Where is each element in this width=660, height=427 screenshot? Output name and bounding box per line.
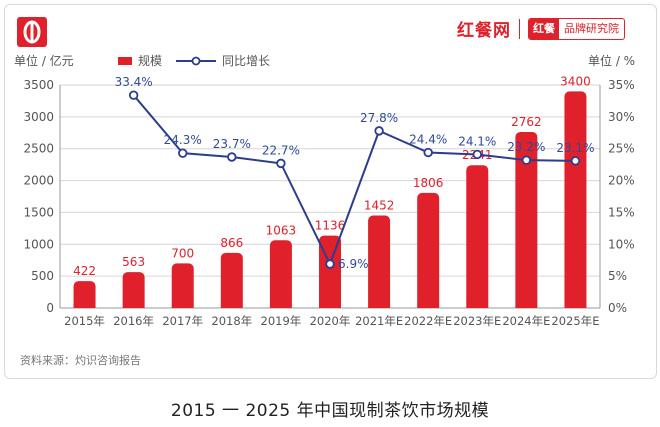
x-tick-label: 2020年 [310,314,351,328]
y2-tick-label: 25% [608,142,635,156]
brand-badge: 红餐 品牌研究院 [528,17,625,40]
growth-value-label: 23.2% [507,140,545,154]
bar-base [417,303,440,308]
y-tick-label: 3500 [23,78,54,92]
growth-value-label: 24.4% [409,133,447,147]
y-axis-right-label: 单位 / % [588,54,636,68]
x-tick-label: 2019年 [261,314,302,328]
y-tick-label: 0 [46,301,54,315]
bar-value-label: 866 [220,236,243,250]
bar [73,281,96,308]
growth-value-label: 24.1% [458,134,496,148]
bar-base [466,303,489,308]
growth-point [570,156,581,166]
bar-base [171,303,194,308]
x-tick-label: 2017年 [162,314,203,328]
y2-tick-label: 35% [608,78,635,92]
brand-header: 红餐网 红餐 品牌研究院 [457,16,625,41]
y2-tick-label: 0% [608,301,627,315]
bar-value-label: 563 [122,255,145,269]
bar-base [122,303,145,308]
source-note: 资料来源：灼识咨询报告 [20,354,141,367]
bar-base [515,303,538,308]
bar-base [73,303,96,308]
bar [417,192,440,308]
logo-icon [17,17,47,47]
growth-point [325,259,335,269]
bar-value-label: 3400 [560,74,591,88]
x-tick-label: 2023年E [453,314,501,328]
chart-legend: 规模 同比增长 [118,52,270,69]
bar [171,263,194,308]
x-tick-label: 2016年 [113,314,154,328]
legend-bar-label: 规模 [138,54,163,68]
bar [368,215,391,308]
bar-base [220,303,243,308]
bar-value-label: 2762 [511,115,542,129]
growth-value-label: 22.7% [262,143,300,157]
brand-badge-left: 红餐 [529,18,559,39]
brand-badge-right: 品牌研究院 [564,21,619,35]
legend-bar-swatch [118,56,132,65]
x-tick-label: 2022年E [404,314,452,328]
bar-base [368,303,391,308]
bar [515,132,538,308]
growth-value-label: 33.4% [115,75,153,89]
chart-card [4,4,657,379]
bar-value-label: 422 [73,264,96,278]
growth-point [423,147,433,158]
bar-base [319,303,341,308]
y-tick-label: 2000 [23,174,54,188]
x-tick-label: 2021年E [355,314,403,328]
growth-point [472,149,482,160]
bar-value-label: 1136 [315,219,346,233]
y2-tick-label: 5% [608,269,627,283]
legend-item-line: 同比增长 [176,52,270,69]
y-tick-label: 3000 [23,110,54,124]
brand-divider [519,18,520,39]
bar [269,240,292,308]
y-tick-label: 1500 [23,205,54,219]
y2-tick-label: 20% [608,174,635,188]
bar-value-label: 1452 [364,198,395,212]
bar-base [269,303,292,308]
growth-point [178,148,188,158]
legend-line-swatch [176,56,217,65]
x-tick-label: 2015年 [64,314,105,328]
y-axis-left-label: 单位 / 亿元 [14,54,74,68]
bar-value-label: 1806 [413,176,444,190]
y2-tick-label: 30% [608,110,635,124]
y-tick-label: 2500 [23,142,54,156]
growth-point [521,155,532,165]
bar [220,252,243,308]
growth-value-label: 24.3% [164,133,202,147]
bar-value-label: 700 [171,246,194,260]
bar-value-label: 1063 [266,223,297,237]
legend-item-bar: 规模 [118,52,162,69]
growth-value-label: 27.8% [360,111,398,125]
x-tick-label: 2024年E [502,314,550,328]
bar-base [564,303,587,308]
y2-tick-label: 15% [608,205,635,219]
combo-chart: 0 500 1000 1500 2000 2500 3000 3500 0% 5% 10% 15% 20… [23,74,635,328]
brand-name: 红餐网 [457,21,511,41]
growth-point [128,90,139,100]
x-tick-label: 2018年 [211,314,252,328]
chart-caption: 2015 一 2025 年中国现制茶饮市场规模 [170,401,490,421]
y2-tick-label: 10% [608,237,635,251]
growth-value-label: 23.7% [213,137,251,151]
growth-value-label: 6.9% [338,257,369,271]
growth-point [374,126,384,136]
growth-value-label: 23.1% [556,141,594,155]
y-tick-label: 1000 [23,237,54,251]
bar [466,165,489,308]
growth-point [276,158,286,169]
growth-line [132,94,576,267]
y-tick-label: 500 [31,269,54,283]
bar [564,91,587,308]
bar [122,272,145,308]
growth-point [227,152,237,162]
x-tick-label: 2025年E [551,314,599,328]
legend-line-label: 同比增长 [222,54,271,68]
